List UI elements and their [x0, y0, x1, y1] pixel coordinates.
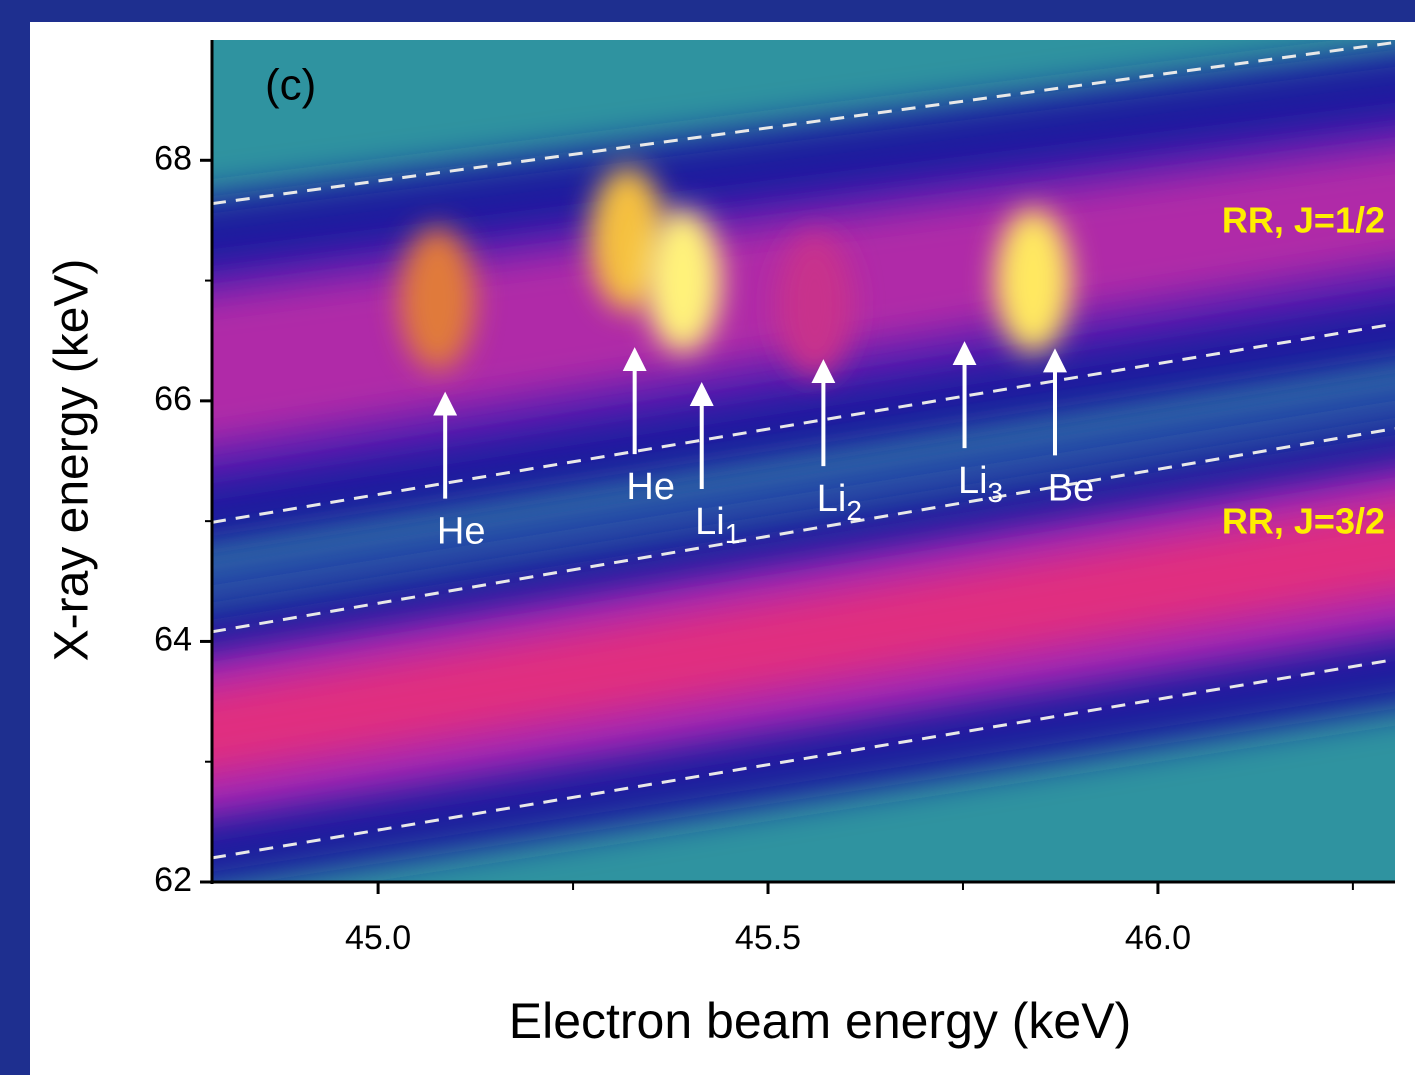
band-label: RR, J=1/2	[1222, 200, 1385, 241]
x-axis-title: Electron beam energy (keV)	[509, 993, 1132, 1049]
guide-line	[212, 657, 1395, 860]
intensity-spot	[645, 208, 722, 353]
heatmap	[212, 40, 1395, 882]
intensity-spot	[995, 208, 1072, 353]
peak-label: Be	[1048, 467, 1094, 509]
x-tick-label: 46.0	[1125, 919, 1191, 957]
guide-line	[212, 322, 1395, 524]
peak-label: Li1	[695, 501, 740, 549]
peak-label: He	[626, 466, 675, 508]
peak-label-text: He	[626, 466, 675, 508]
peak-label-subscript: 1	[725, 518, 741, 549]
guide-line	[212, 40, 1395, 206]
y-tick-label: 66	[154, 380, 192, 418]
band-label: RR, J=3/2	[1222, 501, 1385, 542]
peak-label-text: Be	[1048, 467, 1094, 509]
band-fill	[212, 502, 1395, 774]
chart-title: (c)	[265, 61, 316, 110]
band-fill	[212, 373, 1395, 613]
peak-label-text: Li	[817, 478, 847, 520]
peak-label: He	[437, 511, 486, 553]
peak-label-subscript: 3	[988, 478, 1004, 509]
peak-label: Li3	[958, 460, 1003, 508]
intensity-spot	[399, 226, 476, 371]
y-tick-label: 68	[154, 139, 192, 177]
peak-label: Li2	[817, 478, 862, 526]
y-tick-label: 62	[154, 861, 192, 899]
x-tick-label: 45.0	[345, 919, 411, 957]
guide-line	[212, 427, 1395, 634]
peak-label-text: Li	[958, 460, 988, 502]
peak-label-subscript: 2	[846, 496, 862, 527]
intensity-spot	[776, 232, 853, 377]
y-tick-label: 64	[154, 620, 192, 658]
x-tick-label: 45.5	[735, 919, 801, 957]
peak-label-text: He	[437, 511, 486, 553]
y-axis-title: X-ray energy (keV)	[46, 259, 99, 662]
peak-label-text: Li	[695, 501, 725, 543]
